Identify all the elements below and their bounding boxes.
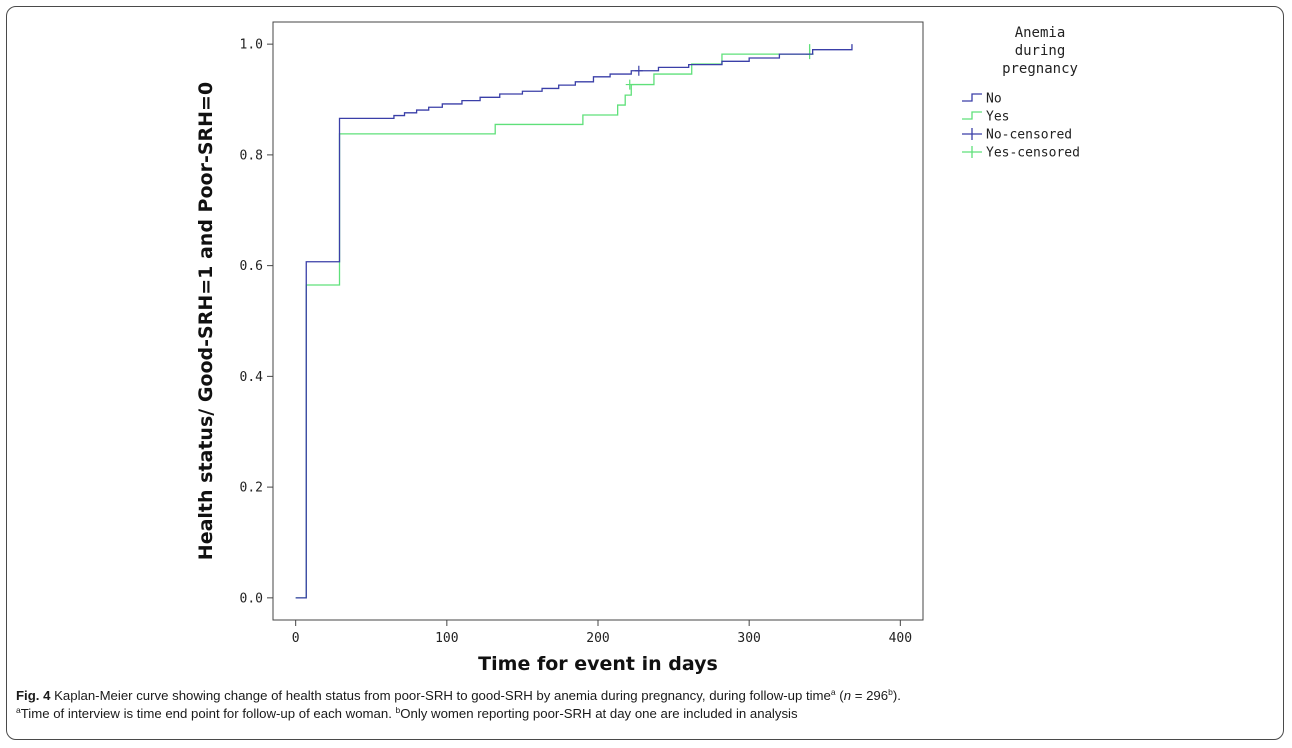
series-layer — [295, 44, 853, 599]
caption-sup-a: a — [830, 687, 836, 697]
legend-swatch — [962, 146, 982, 158]
caption-paren-close: ). — [892, 688, 901, 703]
caption-note-b-marker: b — [395, 705, 401, 715]
y-tick-label: 0.2 — [240, 481, 263, 496]
caption-paren-open: ( — [839, 688, 844, 703]
x-tick-label: 100 — [435, 631, 458, 646]
legend-entry-yes-censored: Yes-censored — [962, 146, 1080, 161]
legend-title-line: during — [1015, 43, 1066, 59]
legend-swatch — [962, 111, 982, 120]
x-tick-label: 0 — [292, 631, 300, 646]
y-axis: 0.0 0.2 0.4 0.6 0.8 1.0 — [240, 38, 273, 606]
x-axis-label: Time for event in days — [478, 653, 718, 675]
caption-sup-b: b — [888, 687, 893, 697]
figure-caption: Fig. 4 Kaplan-Meier curve showing change… — [16, 687, 1278, 723]
censor-mark-yes — [625, 79, 634, 90]
caption-note-a-marker: a — [16, 705, 21, 715]
legend-entry-no: No — [962, 92, 1002, 107]
y-tick-label: 1.0 — [240, 38, 263, 53]
caption-note-b: Only women reporting poor-SRH at day one… — [400, 706, 798, 721]
caption-line-1: Fig. 4 Kaplan-Meier curve showing change… — [16, 687, 1278, 705]
caption-note-a: Time of interview is time end point for … — [20, 706, 392, 721]
legend-swatch — [962, 128, 982, 140]
series-line-no — [295, 44, 853, 599]
y-tick-label: 0.4 — [240, 370, 264, 385]
x-tick-label: 200 — [586, 631, 609, 646]
plot-area — [272, 21, 924, 621]
legend-label: Yes — [986, 110, 1009, 125]
y-axis-label: Health status/ Good-SRH=1 and Poor-SRH=0 — [195, 82, 217, 560]
legend-title-line: Anemia — [1015, 25, 1066, 41]
caption-figure-label: Fig. 4 — [16, 688, 51, 703]
y-tick-label: 0.0 — [240, 591, 263, 606]
x-axis: 0 100 200 300 400 — [292, 620, 912, 646]
x-tick-label: 300 — [737, 631, 760, 646]
legend-swatch — [962, 93, 982, 102]
censor-mark-no — [634, 65, 643, 76]
legend-entry-no-censored: No-censored — [962, 128, 1072, 143]
caption-n-value: = 296 — [854, 688, 889, 703]
y-tick-label: 0.6 — [240, 259, 263, 274]
legend-label: No — [986, 92, 1002, 107]
legend-label: No-censored — [986, 128, 1072, 143]
caption-n: n — [843, 688, 852, 703]
legend-title-line: pregnancy — [1002, 61, 1078, 77]
x-tick-label: 400 — [889, 631, 912, 646]
caption-line-2: aTime of interview is time end point for… — [16, 705, 1278, 723]
legend-entry-yes: Yes — [962, 110, 1009, 125]
caption-text: Kaplan-Meier curve showing change of hea… — [54, 688, 831, 703]
legend-label: Yes-censored — [986, 146, 1080, 161]
y-tick-label: 0.8 — [240, 148, 263, 163]
